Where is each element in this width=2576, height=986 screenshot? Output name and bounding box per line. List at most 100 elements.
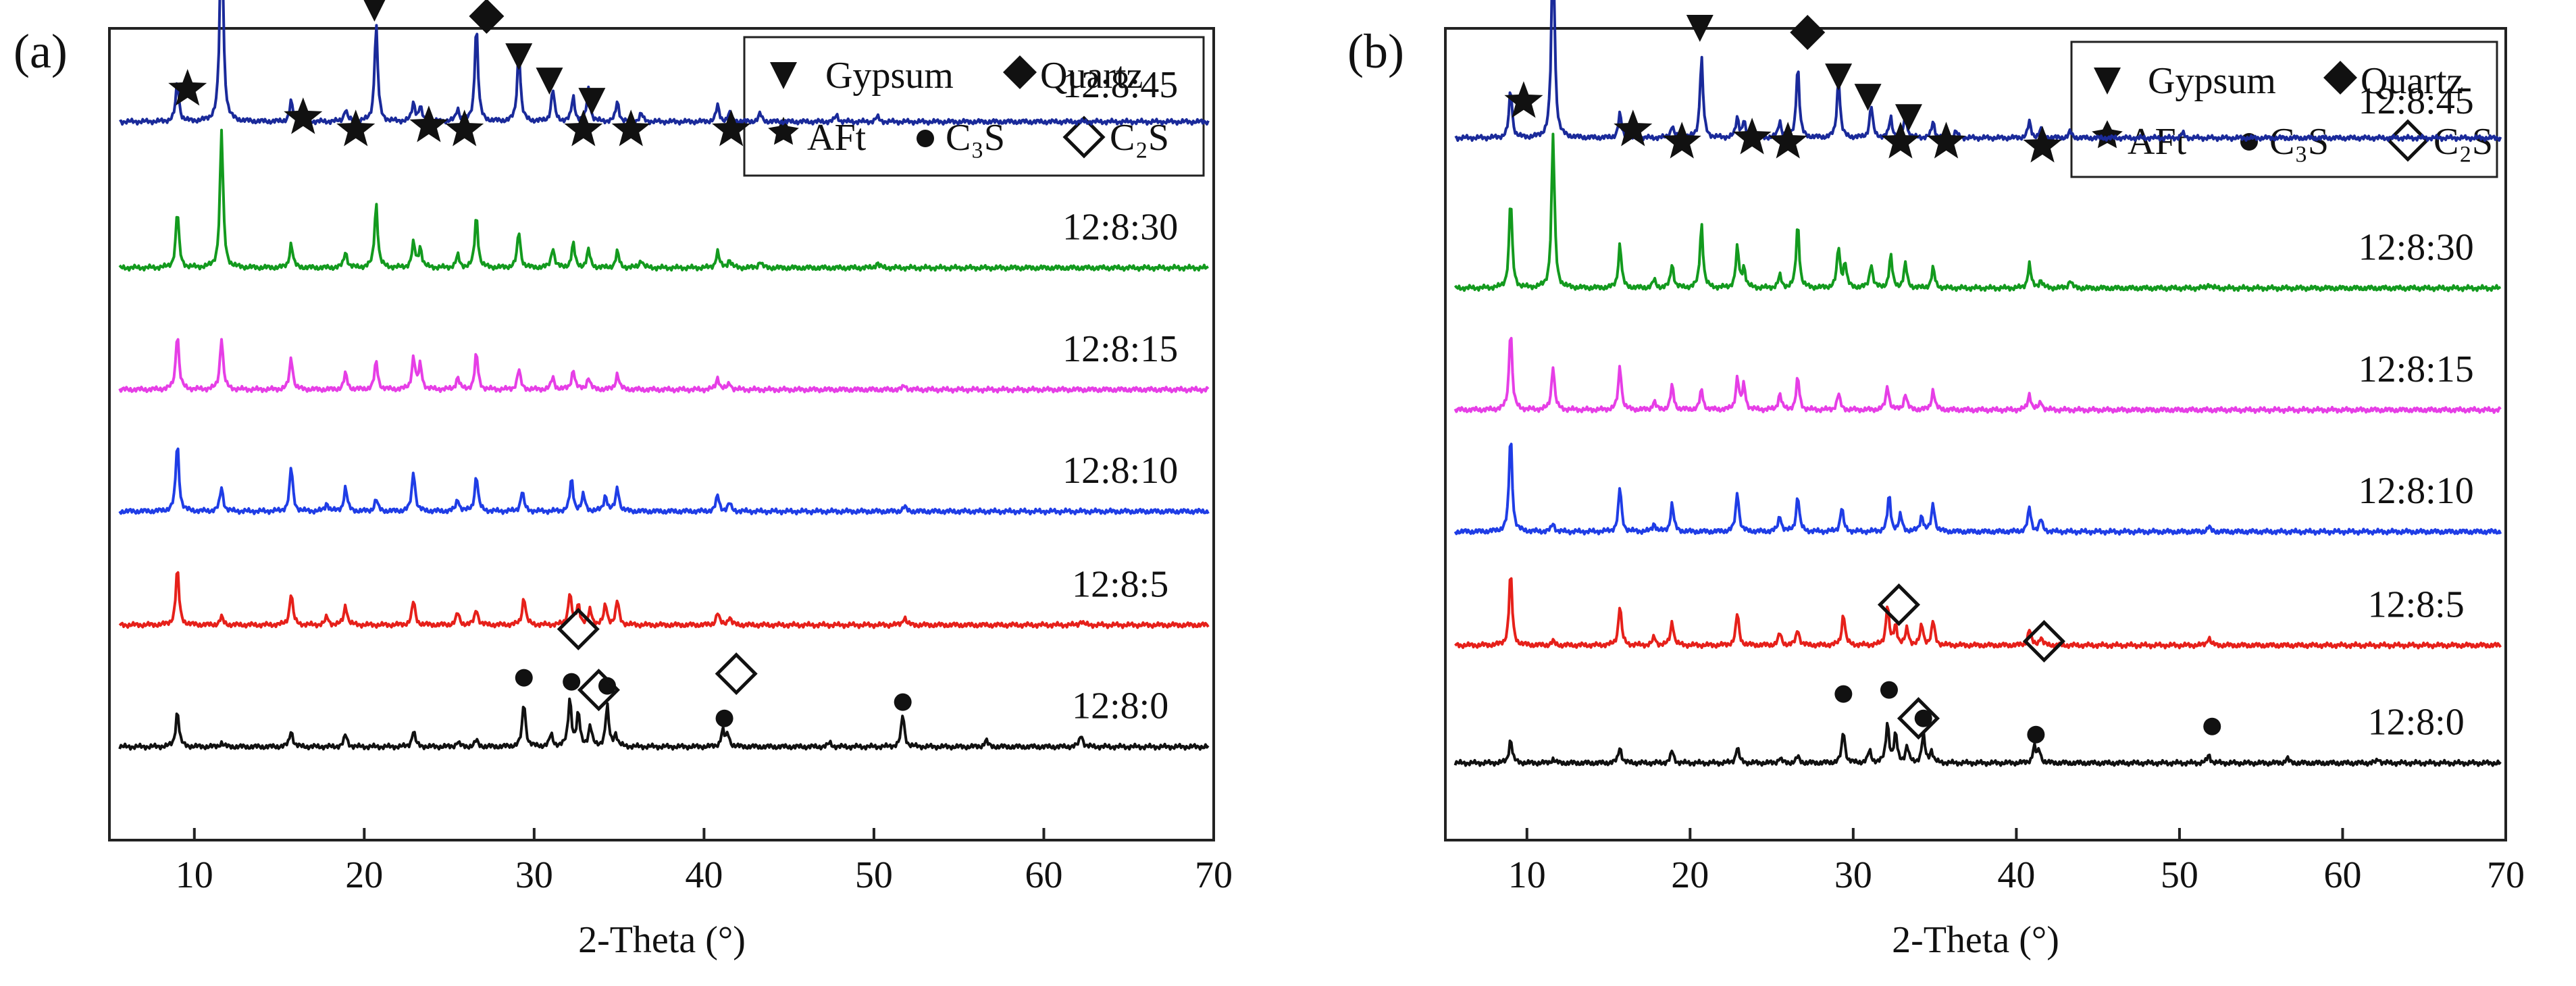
series-label: 12:8:45 <box>2359 80 2474 122</box>
aft-star-icon <box>1768 122 1807 159</box>
c3s-circle-icon <box>715 709 733 727</box>
xrd-trace <box>1453 132 2502 292</box>
xrd-trace <box>1453 336 2502 414</box>
x-tick-label: 50 <box>855 854 893 896</box>
x-tick-label: 10 <box>1508 854 1546 896</box>
gypsum-triangle-icon <box>1686 15 1714 42</box>
legend-gypsum-label: Gypsum <box>2148 60 2276 102</box>
legend-quartz-diamond-icon <box>2323 61 2357 95</box>
phase-markers <box>168 0 912 727</box>
xrd-trace <box>1453 721 2502 767</box>
xrd-trace <box>118 571 1210 629</box>
xrd-trace <box>118 697 1210 751</box>
quartz-diamond-icon <box>1790 15 1826 51</box>
c2s-open-diamond-icon <box>1897 697 1940 740</box>
series-labels: 12:8:45 12:8:30 12:8:15 12:8:10 12:8:5 1… <box>2359 80 2474 743</box>
c3s-circle-icon <box>2203 717 2221 735</box>
legend-c3s-circle-icon <box>917 130 934 147</box>
aft-star-icon <box>1614 109 1653 147</box>
c2s-open-diamond-icon <box>715 652 758 696</box>
series-label: 12:8:15 <box>1062 328 1178 370</box>
x-tick-label: 60 <box>1025 854 1062 896</box>
legend-c2s-open-diamond-icon <box>2386 119 2429 162</box>
panel-b: (b) 2-Theta (°) Gypsum Quartz AFt C₃S C₂… <box>1347 0 2525 961</box>
x-axis-label: 2-Theta (°) <box>578 919 746 961</box>
x-tick-label: 40 <box>685 854 723 896</box>
x-tick-label: 20 <box>345 854 383 896</box>
aft-star-icon <box>409 105 448 142</box>
aft-star-icon <box>1881 122 1920 159</box>
aft-star-icon <box>1662 122 1701 159</box>
x-tick-label: 30 <box>515 854 553 896</box>
x-tick-label: 70 <box>2487 854 2525 896</box>
series-label: 12:8:30 <box>2359 227 2474 269</box>
legend-c2s-label: C₂S <box>2433 121 2493 163</box>
aft-star-icon <box>1927 122 1966 159</box>
legend-quartz-diamond-icon <box>1003 55 1037 89</box>
series-labels: 12:8:45 12:8:30 12:8:15 12:8:10 12:8:5 1… <box>1062 64 1178 727</box>
series-label: 12:8:5 <box>2368 584 2465 626</box>
xrd-trace <box>1454 577 2502 650</box>
legend: Gypsum Quartz AFt C₃S C₂S <box>743 36 1205 177</box>
aft-star-icon <box>445 109 484 147</box>
legend-aft-star-icon <box>2092 120 2123 149</box>
c3s-circle-icon <box>1880 681 1898 699</box>
legend-box <box>743 36 1205 177</box>
aft-star-icon <box>611 109 650 147</box>
c2s-open-diamond-icon <box>577 669 620 712</box>
series-label: 12:8:0 <box>1072 685 1168 727</box>
x-tick-label: 30 <box>1834 854 1872 896</box>
plot-frame <box>108 27 1215 841</box>
x-tick-label: 10 <box>176 854 213 896</box>
panel-a: (a) 2-Theta (°) Gypsum Quartz AFt C₃S C₂… <box>14 0 1233 961</box>
legend-c2s-open-diamond-icon <box>1062 115 1106 159</box>
xrd-trace <box>118 338 1210 394</box>
xrd-trace <box>1453 442 2502 536</box>
aft-star-icon <box>564 109 603 147</box>
legend-aft-label: AFt <box>2128 121 2187 163</box>
c3s-circle-icon <box>2027 725 2045 744</box>
x-tick-label: 60 <box>2323 854 2361 896</box>
legend-c2s-label: C₂S <box>1110 117 1169 159</box>
c2s-open-diamond-icon <box>557 607 600 651</box>
gypsum-triangle-icon <box>363 0 386 22</box>
gypsum-triangle-icon <box>536 68 563 95</box>
series-label: 12:8:10 <box>1062 450 1178 492</box>
legend-gypsum-triangle-icon <box>2094 68 2121 95</box>
x-tick-label: 40 <box>1997 854 2035 896</box>
gypsum-triangle-icon <box>1854 84 1882 111</box>
gypsum-triangle-icon <box>1825 63 1853 91</box>
x-tick-label: 50 <box>2161 854 2198 896</box>
panel-label: (a) <box>14 24 68 78</box>
legend-c3s-label: C₃S <box>2269 121 2329 163</box>
c2s-open-diamond-icon <box>2022 619 2065 663</box>
series-label: 12:8:5 <box>1072 563 1168 605</box>
series-label: 12:8:30 <box>1062 207 1178 249</box>
x-tick-label: 20 <box>1671 854 1709 896</box>
series-label: 12:8:45 <box>1062 64 1178 106</box>
xrd-trace <box>118 128 1209 272</box>
aft-star-icon <box>284 97 323 134</box>
c3s-circle-icon <box>1914 709 1932 727</box>
c2s-open-diamond-icon <box>1877 583 1921 626</box>
legend: Gypsum Quartz AFt C₃S C₂S <box>2070 41 2498 178</box>
legend-gypsum-triangle-icon <box>770 62 797 89</box>
legend-quartz-label: Quartz <box>2361 60 2463 102</box>
quartz-diamond-icon <box>469 0 505 34</box>
gypsum-triangle-icon <box>1895 104 1922 132</box>
aft-star-icon <box>336 109 376 147</box>
c3s-circle-icon <box>1834 685 1853 703</box>
phase-markers <box>1504 15 2221 744</box>
gypsum-triangle-icon <box>505 43 533 71</box>
legend-aft-star-icon <box>768 117 799 145</box>
series-label: 12:8:15 <box>2359 348 2474 390</box>
panel-label: (b) <box>1347 24 1404 78</box>
series-label: 12:8:0 <box>2368 702 2465 744</box>
aft-star-icon <box>712 109 751 147</box>
c3s-circle-icon <box>598 677 617 695</box>
c3s-circle-icon <box>563 673 581 691</box>
aft-star-icon <box>2023 126 2062 163</box>
x-ticks: 10 20 30 40 50 60 70 <box>176 828 1233 896</box>
xrd-trace <box>118 447 1210 516</box>
